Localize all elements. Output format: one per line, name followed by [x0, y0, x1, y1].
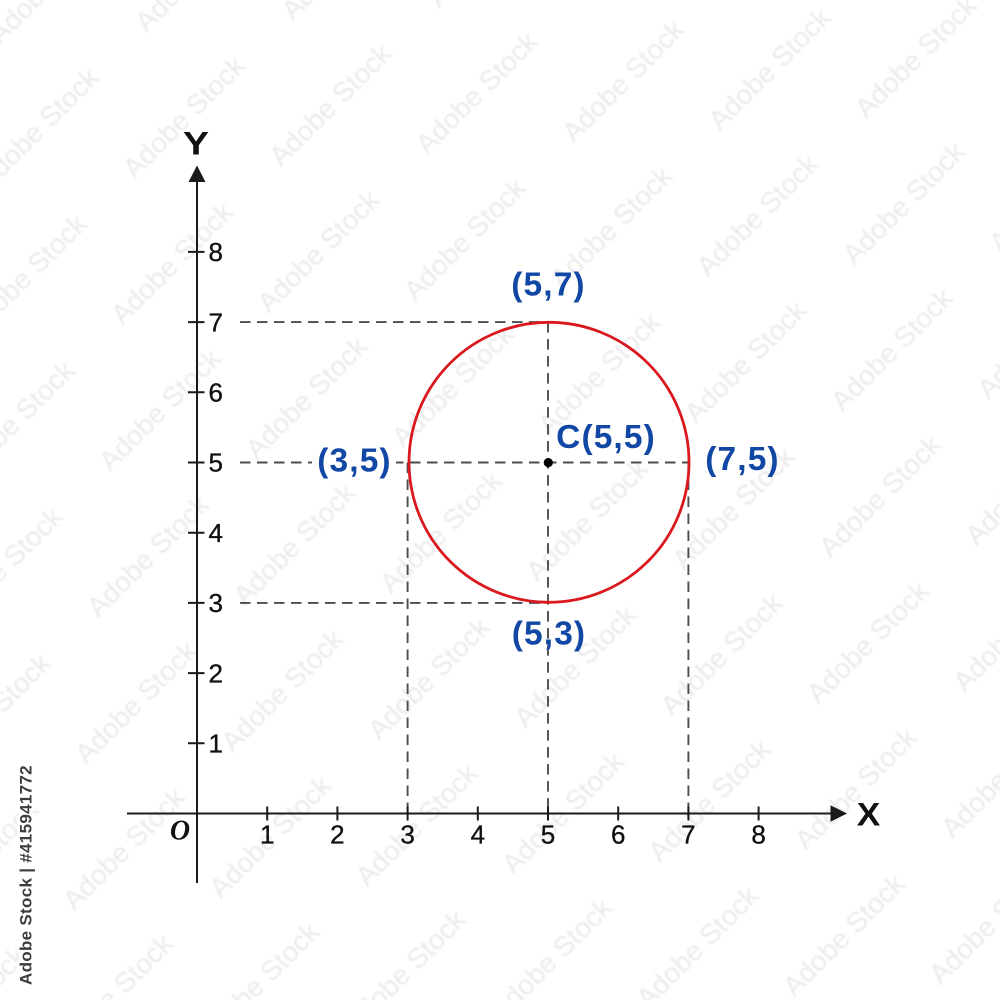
- svg-text:(7,5): (7,5): [705, 441, 779, 478]
- svg-text:1: 1: [209, 729, 223, 759]
- svg-text:1: 1: [260, 820, 274, 850]
- svg-text:8: 8: [209, 237, 223, 267]
- svg-text:7: 7: [209, 307, 223, 337]
- svg-text:X: X: [857, 797, 881, 833]
- svg-text:4: 4: [209, 518, 223, 548]
- svg-text:5: 5: [209, 448, 223, 478]
- svg-text:(5,3): (5,3): [512, 616, 586, 653]
- svg-text:6: 6: [611, 820, 625, 850]
- svg-text:(3,5): (3,5): [317, 443, 391, 480]
- svg-text:Y: Y: [183, 126, 209, 162]
- svg-text:4: 4: [471, 820, 485, 850]
- svg-text:C(5,5): C(5,5): [556, 419, 656, 456]
- svg-text:6: 6: [209, 378, 223, 408]
- svg-text:2: 2: [330, 820, 344, 850]
- svg-text:3: 3: [209, 588, 223, 618]
- svg-text:7: 7: [681, 820, 695, 850]
- svg-text:2: 2: [209, 658, 223, 688]
- svg-text:O: O: [170, 816, 190, 847]
- svg-text:3: 3: [400, 820, 414, 850]
- svg-text:(5,7): (5,7): [511, 267, 585, 304]
- svg-text:8: 8: [751, 820, 765, 850]
- svg-text:5: 5: [541, 820, 555, 850]
- svg-text:Adobe Stock | #415941772: Adobe Stock | #415941772: [17, 765, 36, 985]
